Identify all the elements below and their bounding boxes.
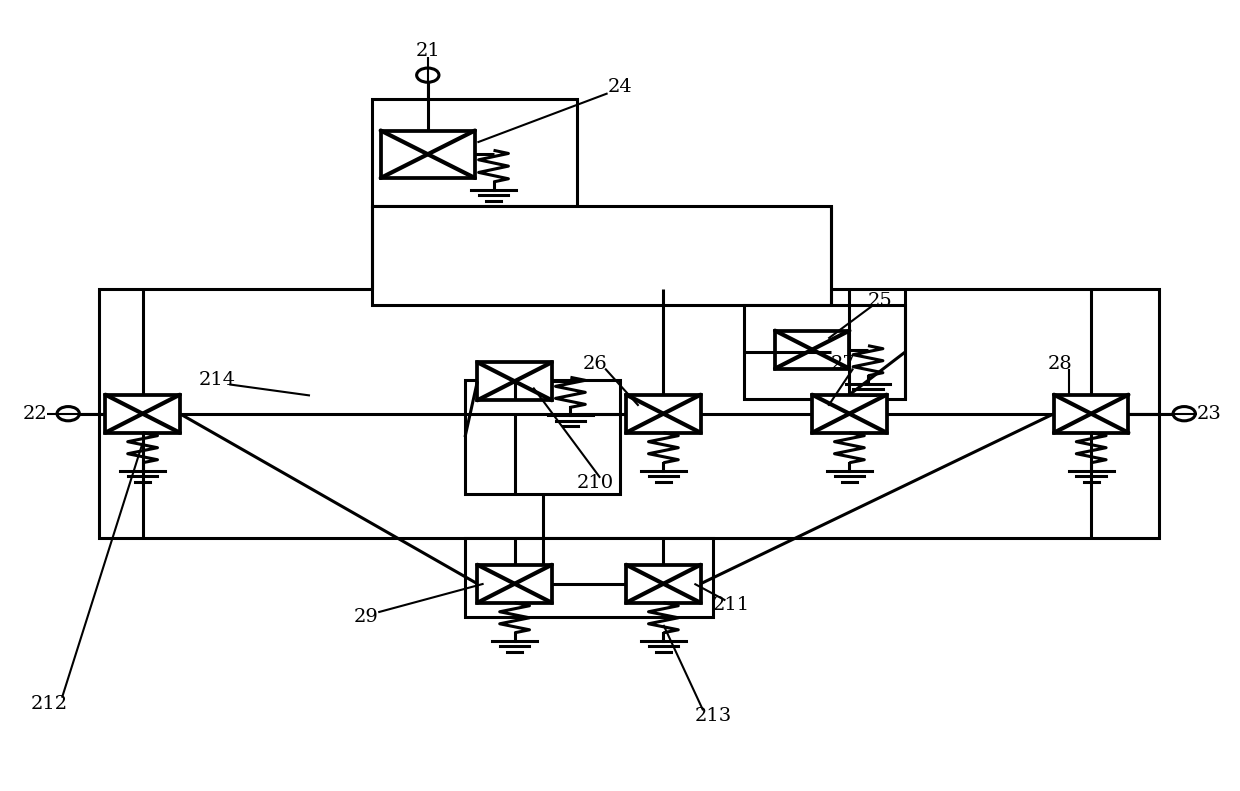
Bar — [465, 380, 620, 494]
Text: 22: 22 — [22, 405, 47, 422]
Text: 25: 25 — [868, 292, 893, 309]
Bar — [744, 305, 905, 399]
Bar — [381, 131, 475, 178]
Text: 212: 212 — [31, 695, 68, 713]
Text: 211: 211 — [713, 596, 750, 614]
Bar — [465, 538, 713, 617]
Text: 29: 29 — [353, 608, 378, 626]
Text: 24: 24 — [608, 78, 632, 96]
Text: 214: 214 — [198, 371, 236, 388]
Bar — [105, 395, 180, 433]
Bar — [372, 206, 831, 305]
Text: 21: 21 — [415, 43, 440, 60]
Bar — [626, 395, 701, 433]
Bar — [477, 362, 552, 400]
Bar — [372, 99, 577, 206]
Text: 23: 23 — [1197, 405, 1221, 422]
Bar — [626, 565, 701, 603]
Text: 27: 27 — [831, 355, 856, 373]
Text: 210: 210 — [577, 474, 614, 491]
Text: 28: 28 — [1048, 355, 1073, 373]
Bar — [477, 565, 552, 603]
Text: 26: 26 — [583, 355, 608, 373]
Bar — [99, 289, 1159, 538]
Bar — [812, 395, 887, 433]
Text: 213: 213 — [694, 707, 732, 725]
Bar — [1054, 395, 1128, 433]
Bar — [775, 331, 849, 369]
